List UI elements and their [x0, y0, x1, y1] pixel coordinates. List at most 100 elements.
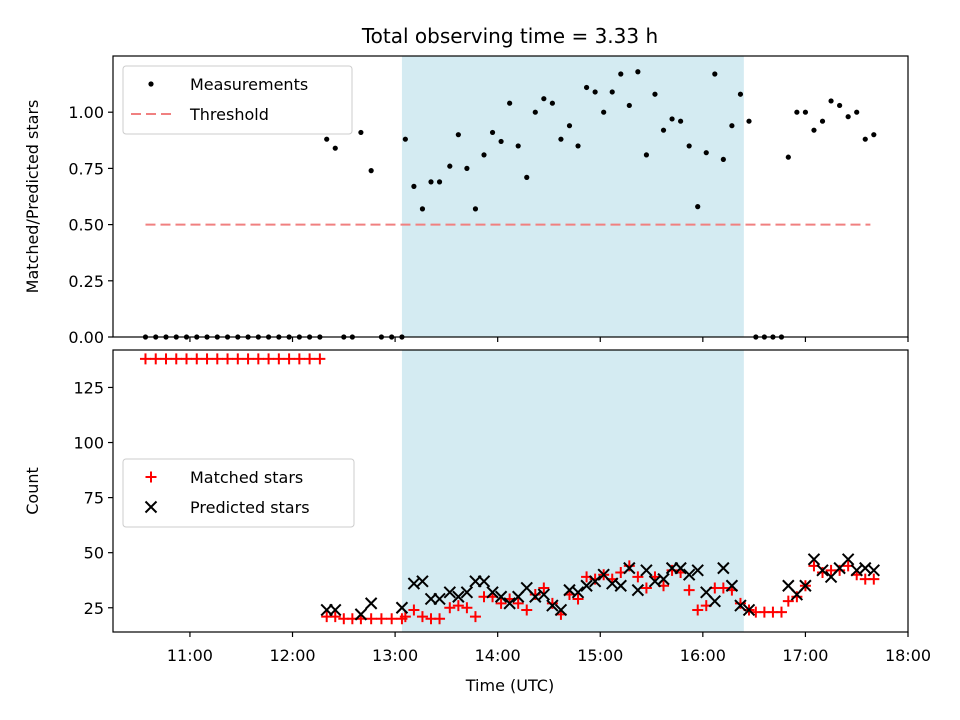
y-axis-label: Count — [23, 467, 42, 515]
x-tick-label: 11:00 — [167, 646, 213, 665]
data-point — [444, 602, 456, 614]
data-point — [583, 84, 590, 91]
data-point — [273, 353, 285, 365]
data-point — [666, 564, 678, 576]
data-point — [631, 583, 645, 597]
data-point — [678, 118, 684, 124]
data-point — [416, 575, 429, 588]
chart-title: Total observing time = 3.33 h — [361, 24, 658, 48]
data-point — [447, 163, 453, 169]
data-point — [725, 579, 739, 592]
data-point — [592, 89, 598, 95]
data-point — [782, 595, 794, 607]
data-point — [329, 611, 341, 623]
data-point — [211, 353, 223, 365]
legend-marker — [145, 471, 157, 483]
data-point — [588, 575, 602, 588]
data-point — [785, 154, 791, 160]
data-point — [364, 597, 378, 610]
data-point — [775, 606, 787, 618]
data-point — [139, 353, 151, 365]
data-point — [549, 100, 555, 106]
data-point — [729, 123, 735, 129]
y-tick-label: 0.25 — [68, 272, 104, 291]
data-point — [686, 143, 692, 149]
data-point — [799, 579, 812, 592]
data-point — [452, 590, 465, 603]
data-point — [794, 109, 800, 115]
data-point — [455, 132, 461, 138]
y-tick-label: 125 — [73, 378, 104, 397]
data-point — [834, 564, 846, 576]
data-point — [708, 594, 722, 608]
data-point — [521, 604, 533, 616]
data-point — [640, 582, 652, 594]
data-point — [529, 589, 541, 601]
data-point — [293, 353, 305, 365]
data-point — [811, 127, 817, 133]
data-point — [461, 602, 473, 614]
y-axis-label: Matched/Predicted stars — [23, 100, 42, 294]
legend-label: Matched stars — [190, 468, 303, 487]
x-tick-label: 16:00 — [680, 646, 726, 665]
data-point — [695, 204, 701, 210]
data-point — [867, 564, 881, 577]
data-point — [618, 71, 624, 77]
data-point — [541, 96, 547, 102]
data-point — [460, 586, 474, 599]
data-point — [674, 561, 687, 575]
data-point — [498, 138, 504, 145]
data-point — [532, 109, 538, 115]
data-point — [580, 579, 593, 592]
data-point — [819, 118, 826, 124]
data-point — [329, 603, 342, 617]
data-point — [558, 136, 564, 142]
data-point — [263, 353, 275, 365]
data-point — [854, 109, 860, 115]
data-point — [626, 102, 632, 109]
data-point — [436, 179, 443, 185]
data-point — [566, 123, 573, 129]
data-point — [486, 586, 499, 599]
data-point — [512, 597, 524, 609]
data-point — [160, 353, 172, 365]
data-point — [871, 132, 877, 138]
data-point — [546, 597, 558, 609]
data-point — [691, 564, 704, 577]
data-point — [575, 143, 581, 149]
data-point — [252, 353, 264, 365]
data-point — [538, 582, 550, 594]
data-point — [660, 127, 667, 133]
data-point — [433, 592, 446, 606]
ratio-panel: 0.00 0.25 0.50 0.75 1.00 Matched/Predicted st… — [23, 55, 909, 347]
data-point — [191, 353, 203, 365]
legend: Matched stars Predicted stars — [122, 458, 355, 528]
data-point — [609, 89, 615, 95]
data-point — [416, 611, 428, 623]
data-point — [489, 129, 496, 136]
count-panel: 25 50 75 100 125 11:00 12:00 13:00 14:00 15:00 16:… — [23, 349, 931, 665]
data-point — [419, 206, 426, 212]
data-point — [742, 603, 756, 617]
data-point — [537, 588, 551, 601]
data-point — [717, 582, 729, 594]
data-point — [703, 150, 709, 156]
data-point — [841, 553, 855, 566]
data-point — [640, 564, 653, 577]
data-point — [524, 174, 530, 180]
data-point — [481, 152, 487, 158]
y-tick-label: 0.00 — [68, 328, 104, 347]
legend-label: Threshold — [189, 105, 269, 124]
legend-label: Measurements — [190, 75, 308, 94]
data-point — [170, 353, 182, 365]
data-point — [477, 575, 491, 588]
y-tick-label: 50 — [84, 544, 104, 563]
plot-frame — [112, 349, 909, 633]
data-point — [464, 165, 470, 171]
data-point — [494, 590, 508, 603]
data-point — [232, 353, 244, 365]
data-point — [712, 71, 718, 77]
data-point — [614, 579, 627, 592]
legend-label: Predicted stars — [190, 498, 310, 517]
data-point — [623, 561, 636, 575]
